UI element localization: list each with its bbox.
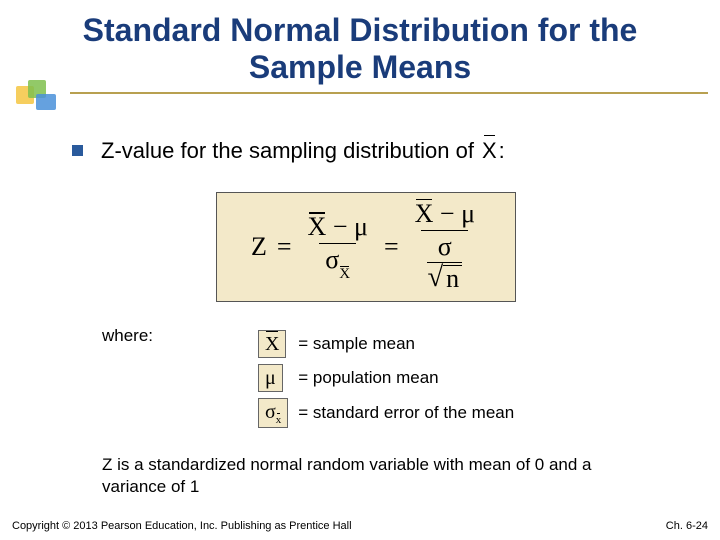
- content-area: Z-value for the sampling distribution of…: [0, 120, 720, 498]
- def-row: X = sample mean: [254, 328, 518, 360]
- bullet-colon: :: [499, 138, 505, 164]
- equals-2: =: [384, 232, 399, 262]
- definitions-block: where: X = sample mean μ = population me…: [102, 326, 660, 432]
- bullet-icon: [72, 145, 83, 156]
- formula-right-fraction: X − μ σ √n: [409, 201, 481, 292]
- copyright-text: Copyright © 2013 Pearson Education, Inc.…: [12, 520, 352, 532]
- def-row: σx = standard error of the mean: [254, 396, 518, 430]
- def-row: μ = population mean: [254, 362, 518, 394]
- formula-middle-fraction: X − μ σX: [302, 214, 374, 278]
- title-rule-container: [0, 92, 720, 120]
- footnote-text: Z is a standardized normal random variab…: [102, 454, 642, 498]
- definitions-table: X = sample mean μ = population mean σx =…: [252, 326, 520, 432]
- bullet-text: Z-value for the sampling distribution of: [101, 138, 474, 164]
- corner-decoration-icon: [16, 80, 60, 116]
- equals-1: =: [277, 232, 292, 262]
- page-number: Ch. 6-24: [666, 520, 708, 532]
- formula-lhs: Z: [251, 232, 267, 262]
- xbar-symbol: X: [482, 138, 497, 164]
- z-formula: Z = X − μ σX = X − μ: [216, 192, 516, 302]
- where-label: where:: [102, 326, 252, 432]
- bullet-row: Z-value for the sampling distribution of…: [72, 138, 660, 164]
- slide-title: Standard Normal Distribution for the Sam…: [0, 0, 720, 92]
- slide-footer: Copyright © 2013 Pearson Education, Inc.…: [12, 520, 708, 532]
- title-underline: [70, 92, 708, 94]
